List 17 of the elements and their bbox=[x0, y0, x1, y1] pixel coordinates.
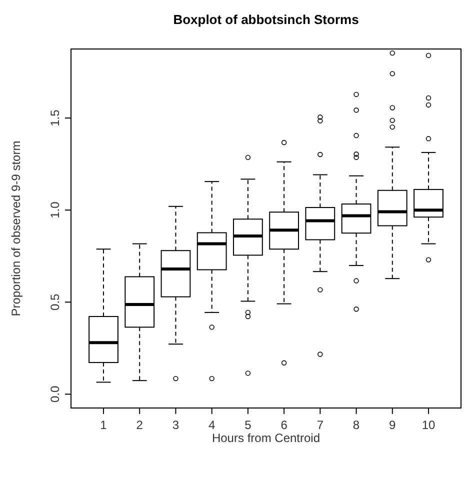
x-tick-label: 7 bbox=[316, 418, 324, 432]
x-tick-label: 3 bbox=[172, 418, 180, 432]
x-tick-label: 5 bbox=[244, 418, 252, 432]
x-tick-label: 4 bbox=[208, 418, 216, 432]
x-tick-label: 1 bbox=[100, 418, 108, 432]
x-tick-label: 10 bbox=[422, 418, 436, 432]
y-tick-label: 0.0 bbox=[48, 386, 62, 403]
x-tick-label: 9 bbox=[389, 418, 396, 432]
y-axis-title: Proportion of observed 9-9 storm bbox=[9, 140, 23, 316]
chart-title: Boxplot of abbotsinch Storms bbox=[173, 12, 359, 27]
x-tick-label: 6 bbox=[280, 418, 288, 432]
y-tick-label: 1.0 bbox=[48, 201, 62, 218]
y-tick-label: 0.5 bbox=[48, 293, 62, 310]
x-tick-label: 2 bbox=[136, 418, 144, 432]
x-tick-label: 8 bbox=[352, 418, 360, 432]
x-axis-title: Hours from Centroid bbox=[212, 431, 320, 445]
y-tick-label: 1.5 bbox=[48, 109, 62, 126]
